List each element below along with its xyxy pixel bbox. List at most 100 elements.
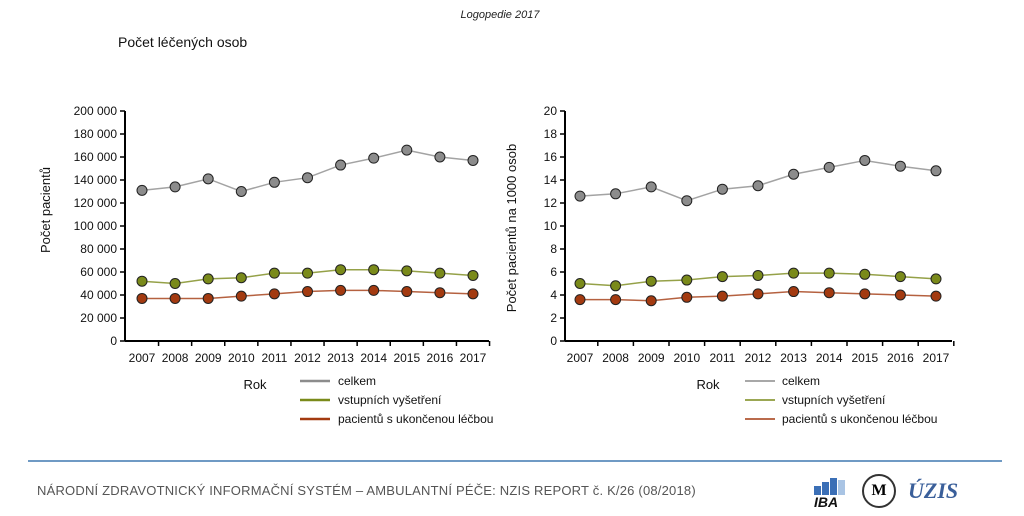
y-tick-label: 0 — [550, 334, 557, 348]
y-axis-label: Počet pacientů — [38, 167, 53, 253]
data-point — [467, 269, 479, 281]
data-point — [930, 273, 942, 285]
data-point — [434, 267, 446, 279]
data-point — [752, 269, 764, 281]
data-point — [368, 284, 380, 296]
x-tick-label: 2010 — [673, 351, 700, 365]
data-point — [752, 180, 764, 192]
x-tick-label: 2010 — [228, 351, 255, 365]
data-point — [859, 154, 871, 166]
x-axis-label: Rok — [696, 377, 720, 392]
x-tick-label: 2012 — [294, 351, 321, 365]
x-tick-label: 2013 — [327, 351, 354, 365]
data-point — [202, 273, 214, 285]
data-point — [610, 294, 622, 306]
data-point — [894, 160, 906, 172]
data-point — [368, 264, 380, 276]
footer-divider — [28, 460, 1002, 462]
iba-logo: IBA — [812, 474, 854, 510]
data-point — [681, 195, 693, 207]
y-tick-label: 0 — [110, 334, 117, 348]
data-point — [467, 154, 479, 166]
data-point — [788, 286, 800, 298]
uzis-logo: ÚZIS — [908, 478, 959, 503]
data-point — [202, 173, 214, 185]
data-point — [574, 278, 586, 289]
x-tick-label: 2016 — [427, 351, 454, 365]
data-point — [401, 265, 413, 277]
data-point — [610, 188, 622, 200]
legend-label: celkem — [782, 374, 820, 388]
series-line-0 — [141, 149, 474, 193]
data-point — [302, 172, 313, 184]
data-point — [434, 151, 446, 163]
x-tick-label: 2007 — [567, 351, 594, 365]
y-tick-label: 160 000 — [74, 150, 118, 164]
y-tick-label: 14 — [544, 173, 558, 187]
x-tick-label: 2017 — [460, 351, 487, 365]
data-point — [302, 267, 313, 279]
data-point — [681, 291, 693, 303]
x-tick-label: 2014 — [360, 351, 387, 365]
data-point — [335, 159, 347, 171]
data-point — [136, 292, 148, 304]
report-title: Logopedie 2017 — [460, 9, 540, 21]
y-axis-label: Počet pacientů na 1000 osob — [504, 144, 519, 312]
data-point — [268, 288, 280, 300]
data-point — [930, 165, 942, 177]
x-tick-label: 2011 — [261, 351, 287, 365]
data-point — [136, 275, 148, 287]
x-tick-label: 2009 — [195, 351, 222, 365]
y-tick-label: 8 — [550, 242, 557, 256]
y-tick-label: 200 000 — [74, 104, 118, 118]
legend-label: vstupních vyšetření — [782, 393, 886, 407]
y-tick-label: 140 000 — [74, 173, 118, 187]
y-tick-label: 40 000 — [80, 288, 117, 302]
y-tick-label: 18 — [544, 127, 558, 141]
footer-text: NÁRODNÍ ZDRAVOTNICKÝ INFORMAČNÍ SYSTÉM –… — [37, 483, 696, 498]
data-point — [136, 184, 148, 196]
y-tick-label: 6 — [550, 265, 557, 279]
data-point — [681, 274, 693, 286]
charts: 0 20 000 40 000 60 000 80 000 100 000 120 000 1… — [38, 104, 955, 426]
data-point — [823, 161, 835, 173]
x-tick-label: 2007 — [129, 351, 156, 365]
data-point — [235, 290, 247, 302]
y-tick-label: 80 000 — [80, 242, 117, 256]
data-point — [645, 181, 657, 193]
data-point — [169, 292, 181, 304]
data-point — [645, 275, 657, 287]
y-tick-label: 60 000 — [80, 265, 117, 279]
legend-label: pacientů s ukončenou léčbou — [782, 412, 937, 426]
data-point — [823, 267, 835, 279]
data-point — [574, 190, 586, 202]
data-point — [302, 286, 313, 298]
y-tick-label: 10 — [544, 219, 558, 233]
x-tick-label: 2015 — [851, 351, 878, 365]
data-point — [401, 286, 413, 298]
x-tick-label: 2008 — [162, 351, 189, 365]
data-point — [930, 290, 942, 302]
legend-label: celkem — [338, 374, 376, 388]
y-tick-label: 16 — [544, 150, 558, 164]
data-point — [752, 288, 764, 300]
y-tick-label: 120 000 — [74, 196, 118, 210]
x-tick-label: 2011 — [709, 351, 735, 365]
y-tick-label: 180 000 — [74, 127, 118, 141]
x-tick-label: 2013 — [780, 351, 807, 365]
legend-label: vstupních vyšetření — [338, 393, 442, 407]
x-tick-label: 2014 — [816, 351, 843, 365]
data-point — [823, 287, 835, 299]
x-axis-label: Rok — [243, 377, 267, 392]
data-point — [610, 280, 622, 292]
y-tick-label: 4 — [550, 288, 557, 302]
data-point — [434, 287, 446, 299]
data-point — [894, 289, 906, 301]
data-point — [335, 284, 347, 296]
data-point — [235, 186, 247, 197]
data-point — [235, 272, 247, 284]
x-tick-label: 2008 — [602, 351, 629, 365]
data-point — [268, 176, 280, 188]
data-point — [788, 267, 800, 279]
data-point — [202, 292, 214, 304]
